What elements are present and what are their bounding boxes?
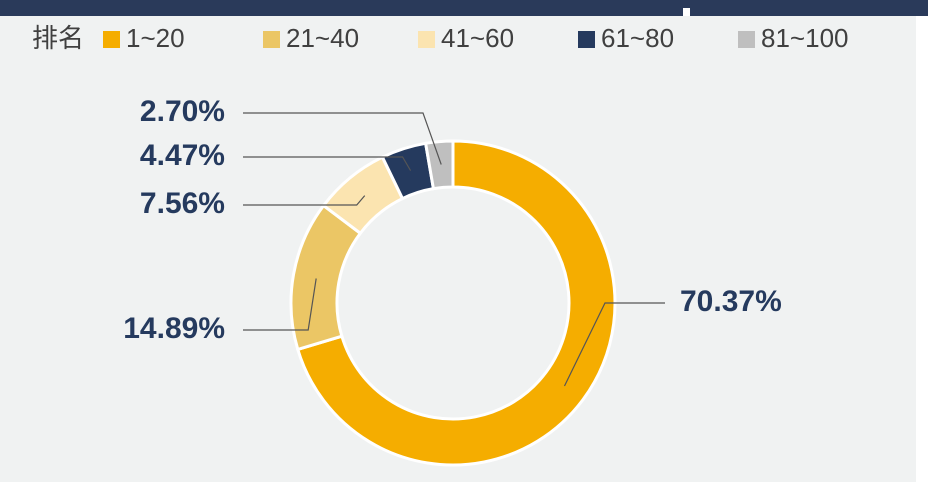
donut-segment <box>295 139 617 467</box>
header-mark <box>683 8 690 16</box>
legend-label: 21~40 <box>286 23 359 53</box>
legend-label: 61~80 <box>601 23 674 53</box>
right-edge <box>916 16 928 482</box>
data-label: 2.70% <box>140 95 225 128</box>
legend-swatch <box>578 31 595 48</box>
legend-swatch <box>418 31 435 48</box>
legend-swatch <box>738 31 755 48</box>
legend-label: 41~60 <box>441 23 514 53</box>
data-label: 7.56% <box>140 187 225 220</box>
legend-swatch <box>103 31 120 48</box>
data-label: 4.47% <box>140 139 225 172</box>
leader-line <box>563 302 665 387</box>
leader-line <box>243 156 412 171</box>
leader-line <box>243 278 317 331</box>
legend-title: 排名 <box>32 23 84 53</box>
donut-segment <box>423 139 455 191</box>
legend-label: 1~20 <box>126 23 185 53</box>
legend-label: 81~100 <box>761 23 848 53</box>
data-label: 70.37% <box>680 285 782 318</box>
header-bar <box>0 0 928 16</box>
data-label: 14.89% <box>123 312 225 345</box>
leader-line <box>243 195 366 206</box>
legend-swatch <box>263 31 280 48</box>
leader-line <box>243 112 442 165</box>
